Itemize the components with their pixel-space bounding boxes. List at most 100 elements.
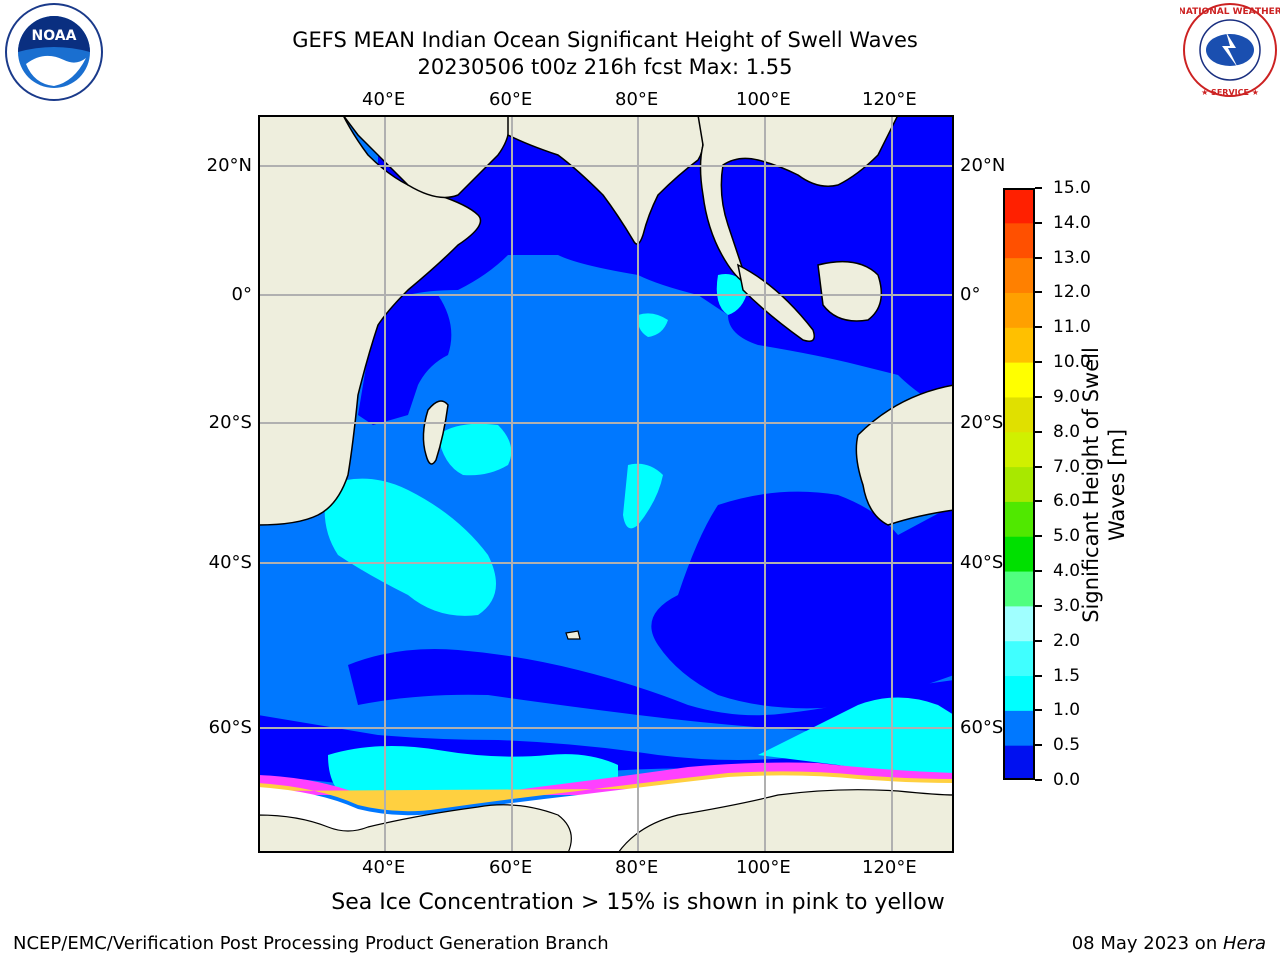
colorbar-tick-mark [1035,500,1042,503]
lat-label-right-60s: 60°S [960,717,1004,738]
colorbar [1003,188,1035,780]
colorbar-segment [1003,396,1035,433]
colorbar-segment [1003,327,1035,363]
colorbar-tick-mark [1035,187,1042,189]
lat-label-right-20s: 20°S [960,412,1004,433]
noaa-logo: NOAA [5,3,103,101]
colorbar-tick-mark [1035,395,1042,398]
madagascar-land [422,400,449,465]
colorbar-segment [1003,431,1035,468]
colorbar-tick-label: 1.0 [1053,700,1081,721]
colorbar-segment [1003,710,1035,746]
colorbar-segment [1003,466,1035,502]
colorbar-segment [1003,640,1035,677]
colorbar-tick-label: 7.0 [1053,456,1081,477]
swell-patch-madagascar [438,423,512,476]
colorbar-tick-mark [1035,291,1042,294]
colorbar-tick-label: 11.0 [1053,317,1091,338]
colorbar-tick-mark [1035,639,1042,642]
colorbar-tick-label: 2.0 [1053,630,1081,651]
colorbar-segment [1003,675,1035,711]
ocean-deep-southern-band [348,649,954,732]
map-frame [258,115,954,853]
colorbar-tick-label: 15.0 [1053,178,1091,198]
lat-label-right-40s: 40°S [960,552,1004,573]
colorbar-frame [1003,188,1035,780]
lat-label-left-20n: 20°N [206,155,252,176]
colorbar-tick-label: 12.0 [1053,282,1091,303]
lon-label-top-40e: 40°E [362,89,406,110]
colorbar-tick-mark [1035,744,1042,747]
colorbar-tick-mark [1035,779,1042,781]
borneo-land [817,260,883,322]
ocean-deep-mozambique [358,295,452,425]
colorbar-title-line1: Significant Height of Swell [1079,347,1103,623]
swell-patch-equatorial [637,313,668,337]
lon-label-top-60e: 60°E [489,89,533,110]
swell-patch-southeast-cyan [758,697,954,775]
colorbar-tick-label: 3.0 [1053,595,1081,616]
lon-label-bottom-80e: 80°E [615,857,659,878]
colorbar-segment [1003,292,1035,328]
colorbar-tick-label: 8.0 [1053,421,1081,442]
colorbar-tick-label: 4.0 [1053,561,1081,582]
map-title-line1: GEFS MEAN Indian Ocean Significant Heigh… [292,28,918,52]
colorbar-segment [1003,571,1035,607]
nws-logo: NATIONAL WEATHER ★ SERVICE ★ [1180,3,1280,97]
colorbar-tick-mark [1035,361,1042,364]
lon-label-bottom-60e: 60°E [489,857,533,878]
lon-label-top-120e: 120°E [862,89,917,110]
colorbar-tick-mark [1035,604,1042,607]
colorbar-segment [1003,257,1035,293]
colorbar-tick-label: 0.5 [1053,735,1081,756]
colorbar-segment [1003,222,1035,259]
ocean-deep-southeast [651,491,954,709]
lon-label-top-80e: 80°E [615,89,659,110]
lat-label-right-0: 0° [960,284,981,305]
lat-label-left-60s: 60°S [208,717,252,738]
colorbar-segment [1003,536,1035,572]
footer-organization: NCEP/EMC/Verification Post Processing Pr… [13,933,609,954]
indian-ocean-map [258,115,954,853]
colorbar-tick-mark [1035,326,1042,329]
svg-text:NATIONAL WEATHER: NATIONAL WEATHER [1180,7,1280,17]
footer-date: 08 May 2023 on Hera [1072,933,1266,954]
lon-label-bottom-40e: 40°E [362,857,406,878]
footer-date-text: 08 May 2023 on [1071,933,1223,954]
lon-label-top-100e: 100°E [736,89,791,110]
australia-land [855,384,954,526]
sea-ice-caption: Sea Ice Concentration > 15% is shown in … [331,890,945,915]
colorbar-tick-label: 14.0 [1053,212,1091,233]
antarctica-land-east [617,789,954,853]
lon-label-bottom-100e: 100°E [736,857,791,878]
colorbar-tick-mark [1035,256,1042,259]
swell-patch-central [623,463,663,529]
footer-host: Hera [1222,933,1266,954]
map-gridlines [258,115,954,853]
kerguelen-island [565,630,581,640]
lon-label-bottom-120e: 120°E [862,857,917,878]
colorbar-segment [1003,188,1035,224]
colorbar-tick-label: 9.0 [1053,386,1081,407]
colorbar-segment [1003,501,1035,537]
colorbar-tick-mark [1035,709,1042,712]
swell-patch-south-cyan [328,746,618,803]
swell-patch-southwest [324,478,496,616]
colorbar-segment [1003,745,1035,780]
colorbar-tick-label: 6.0 [1053,491,1081,512]
colorbar-tick-mark [1035,221,1042,224]
colorbar-tick-label: 5.0 [1053,526,1081,547]
colorbar-tick-mark [1035,535,1042,538]
colorbar-tick-label: 0.0 [1053,770,1081,790]
noaa-logo-text: NOAA [32,28,77,44]
colorbar-segment [1003,605,1035,642]
map-title-line2: 20230506 t00z 216h fcst Max: 1.55 [417,55,793,79]
sumatra-land [736,263,815,342]
colorbar-tick-mark [1035,570,1042,573]
svg-text:★ SERVICE ★: ★ SERVICE ★ [1201,88,1259,97]
colorbar-segment [1003,362,1035,398]
lat-label-right-20n: 20°N [960,155,1006,176]
colorbar-title-line2: Waves [m] [1105,428,1129,542]
lat-label-left-20s: 20°S [208,412,252,433]
antarctica-land [258,804,572,853]
